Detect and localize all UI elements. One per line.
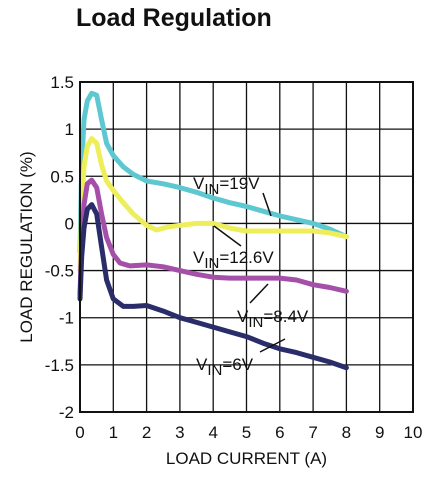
x-tick-label: 7	[308, 423, 317, 442]
y-tick-label: 1	[65, 120, 74, 139]
series-label-3: VIN=6V	[196, 355, 254, 379]
series-annotations: VIN=19V VIN=12.6V VIN=8.4V VIN=6V	[193, 174, 309, 379]
x-tick-label: 5	[242, 423, 251, 442]
plot-frame	[79, 81, 414, 413]
tick-labels: 0 1 2 3 4 5 6 7 8 9 10 1.5 1 0.5 0 -0.5 -1 -1.5 -2	[45, 73, 423, 442]
y-tick-label: -1.5	[45, 356, 74, 375]
annotation-leader-2	[249, 283, 269, 304]
x-tick-label: 10	[404, 423, 423, 442]
series-line-3	[77, 202, 349, 371]
x-axis-label: LOAD CURRENT (A)	[166, 449, 327, 468]
chart-title: Load Regulation	[76, 4, 272, 32]
x-tick-label: 4	[208, 423, 217, 442]
series-label-0: VIN=19V	[193, 174, 260, 198]
series-line-2	[77, 177, 349, 297]
y-tick-label: -1	[59, 309, 74, 328]
y-axis-label: LOAD REGULATION (%)	[17, 151, 36, 342]
series-label-1: VIN=12.6V	[193, 248, 274, 272]
x-tick-label: 2	[142, 423, 151, 442]
annotation-leader-3	[259, 338, 286, 353]
y-tick-label: 1.5	[50, 73, 74, 92]
series-label-2: VIN=8.4V	[237, 307, 309, 331]
x-tick-label: 1	[109, 423, 118, 442]
x-tick-label: 8	[342, 423, 351, 442]
x-tick-label: 0	[75, 423, 84, 442]
y-tick-label: 0.5	[50, 167, 74, 186]
series-line-0	[77, 90, 349, 255]
y-tick-label: 0	[65, 214, 74, 233]
y-tick-label: -2	[59, 403, 74, 422]
x-tick-label: 6	[275, 423, 284, 442]
x-tick-label: 3	[175, 423, 184, 442]
grid	[80, 82, 413, 412]
series-line-1	[77, 136, 349, 274]
annotation-leader-0	[262, 192, 272, 217]
x-tick-label: 9	[375, 423, 384, 442]
y-tick-label: -0.5	[45, 262, 74, 281]
series-lines	[77, 90, 349, 371]
annotation-leader-1	[213, 225, 242, 247]
